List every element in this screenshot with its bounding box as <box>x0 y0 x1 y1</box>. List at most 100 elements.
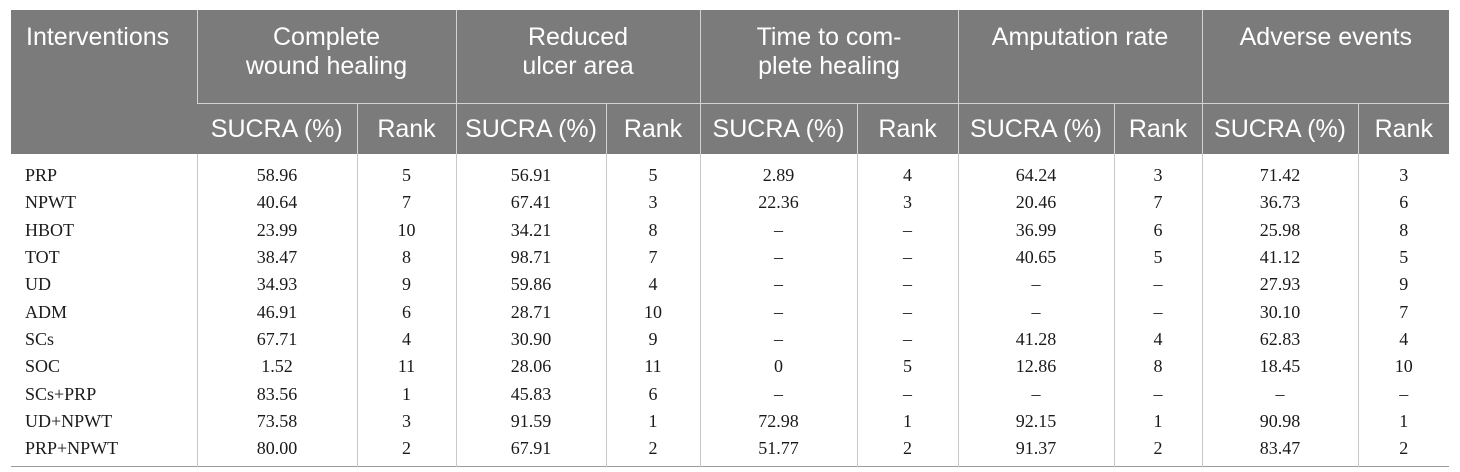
rank-value: 8 <box>605 216 701 244</box>
rank-value: 7 <box>356 189 456 217</box>
sucra-value: – <box>699 298 858 326</box>
sucra-value: – <box>699 325 858 354</box>
rank-value: 5 <box>1357 243 1450 272</box>
rank-value: 7 <box>1357 298 1450 326</box>
table-row: NPWT 40.64 7 67.41 3 22.36 3 20.46 7 36.73 6 <box>11 189 1450 217</box>
rank-value: 3 <box>605 189 701 217</box>
sucra-value: 98.71 <box>455 243 606 272</box>
rank-header: Rank <box>856 103 959 154</box>
sucra-value: 67.91 <box>455 434 606 467</box>
rank-value: 4 <box>1357 325 1450 354</box>
sucra-value: – <box>1201 380 1359 408</box>
sucra-value: 64.24 <box>957 154 1115 190</box>
rank-value: 8 <box>356 243 456 272</box>
sucra-value: – <box>699 216 858 244</box>
sucra-value: 91.59 <box>455 407 606 435</box>
group-header-amputation-rate: Amputation rate <box>957 10 1203 104</box>
sucra-value: 28.71 <box>455 298 606 326</box>
rank-value: 8 <box>1113 353 1203 381</box>
intervention-name: PRP+NPWT <box>25 438 119 459</box>
sucra-value: 46.91 <box>196 298 357 326</box>
table-row: UD+NPWT 73.58 3 91.59 1 72.98 1 92.15 1 90.98 1 <box>11 407 1450 435</box>
sucra-value: 1.52 <box>196 353 357 381</box>
rank-value: 3 <box>1113 154 1203 190</box>
sucra-value: 80.00 <box>196 434 357 467</box>
sucra-value: 67.41 <box>455 189 606 217</box>
sucra-header: SUCRA (%) <box>197 103 357 154</box>
table-body: PRP 58.96 5 56.91 5 2.89 4 64.24 3 71.42 3 NPWT 40.6… <box>11 154 1450 467</box>
sucra-header: SUCRA (%) <box>957 103 1115 154</box>
intervention-name: TOT <box>25 247 60 268</box>
sucra-value: 25.98 <box>1201 216 1359 244</box>
table-row: SCs+PRP 83.56 1 45.83 6– – – – – – <box>11 380 1450 408</box>
rank-value: – <box>1113 380 1203 408</box>
rank-value: 7 <box>605 243 701 272</box>
rank-value: – <box>1113 298 1203 326</box>
rank-value: 11 <box>605 353 701 381</box>
sucra-value: 90.98 <box>1201 407 1359 435</box>
rank-value: 3 <box>356 407 456 435</box>
sucra-value: 73.58 <box>196 407 357 435</box>
sucra-value: – <box>957 380 1115 408</box>
rank-value: 3 <box>1357 154 1450 190</box>
sucra-header: SUCRA (%) <box>699 103 858 154</box>
rank-value: 6 <box>1357 189 1450 217</box>
interventions-header: Interventions <box>11 10 197 154</box>
group-header-time-to-complete-healing: Time to com- plete healing <box>699 10 959 104</box>
sucra-value: – <box>699 243 858 272</box>
rank-header: Rank <box>356 103 456 154</box>
table-row: SOC 1.52 11 28.06 11 0 5 12.86 8 18.45 10 <box>11 353 1450 381</box>
sucra-value: 62.83 <box>1201 325 1359 354</box>
sucra-value: 58.96 <box>196 154 357 190</box>
intervention-name: UD <box>25 274 51 295</box>
sucra-value: 0 <box>699 353 858 381</box>
table-header: Interventions Complete wound healing Red… <box>11 10 1450 154</box>
intervention-name: NPWT <box>25 192 76 213</box>
rank-value: 6 <box>356 298 456 326</box>
group-header-line: Amputation rate <box>991 23 1169 51</box>
sucra-value: 2.89 <box>699 154 858 190</box>
rank-header: Rank <box>1357 103 1450 154</box>
sucra-value: 67.71 <box>196 325 357 354</box>
group-header-line: Adverse events <box>1239 23 1412 51</box>
rank-value: 2 <box>1357 434 1450 467</box>
sucra-value: 92.15 <box>957 407 1115 435</box>
sucra-value: 20.46 <box>957 189 1115 217</box>
rank-value: 1 <box>356 380 456 408</box>
rank-value: – <box>856 298 959 326</box>
rank-value: 9 <box>1357 271 1450 299</box>
table-row: ADM 46.91 6 28.71 10– – – –30.10 7 <box>11 298 1450 326</box>
rank-value: 8 <box>1357 216 1450 244</box>
sucra-value: 18.45 <box>1201 353 1359 381</box>
rank-value: 5 <box>1113 243 1203 272</box>
sucra-value: 71.42 <box>1201 154 1359 190</box>
sucra-header: SUCRA (%) <box>1201 103 1359 154</box>
group-header-reduced-ulcer-area: Reduced ulcer area <box>455 10 701 104</box>
sucra-value: 91.37 <box>957 434 1115 467</box>
rank-value: 7 <box>1113 189 1203 217</box>
sucra-value: 59.86 <box>455 271 606 299</box>
rank-value: 1 <box>856 407 959 435</box>
sucra-value: 83.56 <box>196 380 357 408</box>
rank-value: 5 <box>605 154 701 190</box>
rank-value: 2 <box>356 434 456 467</box>
intervention-name: ADM <box>25 301 68 322</box>
rank-value: 4 <box>1113 325 1203 354</box>
rank-value: 4 <box>356 325 456 354</box>
group-header-line: Reduced <box>527 23 629 51</box>
rank-value: 2 <box>605 434 701 467</box>
rank-value: 9 <box>356 271 456 299</box>
sucra-value: 51.77 <box>699 434 858 467</box>
sucra-value: 36.73 <box>1201 189 1359 217</box>
rank-value: – <box>856 325 959 354</box>
sucra-value: – <box>957 271 1115 299</box>
rank-value: 9 <box>605 325 701 354</box>
rank-value: 11 <box>356 353 456 381</box>
rank-value: – <box>1357 380 1450 408</box>
rank-value: 3 <box>856 189 959 217</box>
sucra-value: 45.83 <box>455 380 606 408</box>
group-header-adverse-events: Adverse events <box>1201 10 1450 104</box>
intervention-name: UD+NPWT <box>25 410 113 431</box>
group-header-line: plete healing <box>758 52 900 80</box>
sucra-value: 36.99 <box>957 216 1115 244</box>
